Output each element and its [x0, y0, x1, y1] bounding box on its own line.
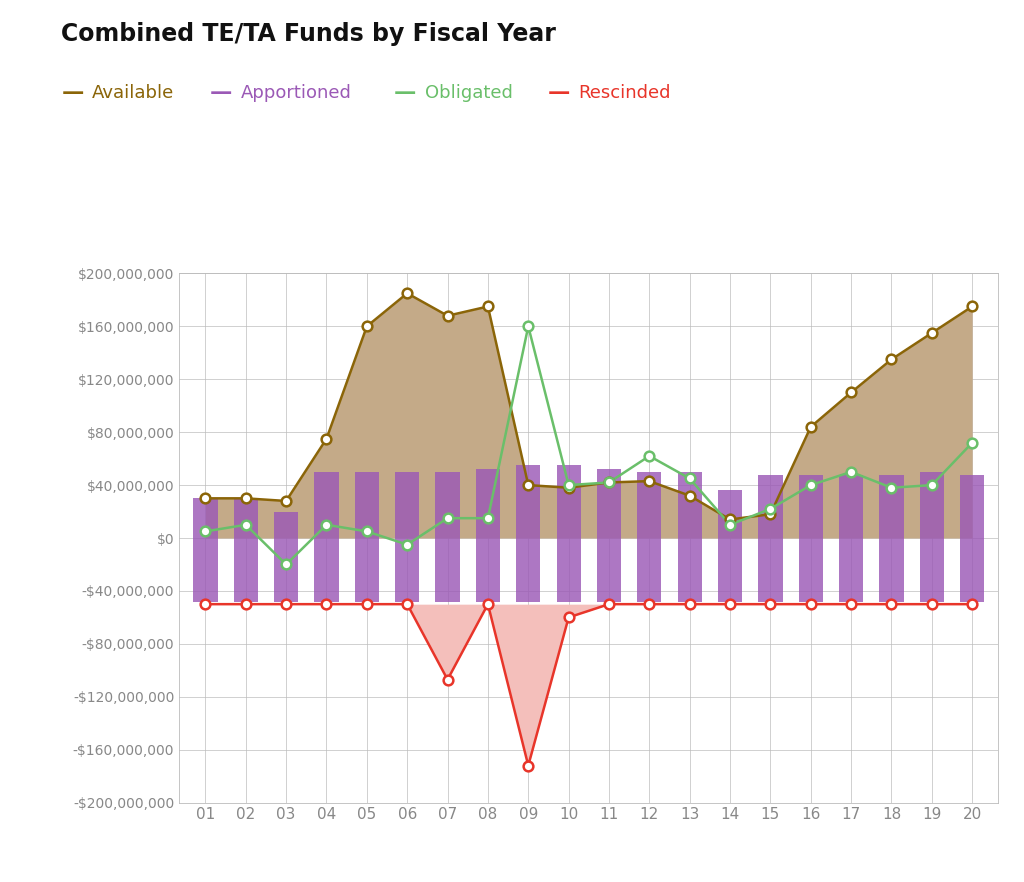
Bar	[476, 469, 500, 602]
Bar	[637, 472, 662, 602]
Bar	[233, 498, 258, 602]
Bar	[880, 475, 903, 602]
Text: Combined TE/TA Funds by Fiscal Year: Combined TE/TA Funds by Fiscal Year	[61, 22, 556, 46]
Bar	[274, 512, 298, 602]
Bar	[395, 472, 419, 602]
Bar	[920, 472, 944, 602]
Text: —: —	[394, 83, 417, 102]
Bar	[354, 472, 379, 602]
Bar	[961, 475, 984, 602]
Bar	[759, 475, 782, 602]
Bar	[435, 472, 460, 602]
Bar	[839, 475, 863, 602]
Bar	[516, 466, 541, 602]
Bar	[194, 498, 217, 602]
Bar	[678, 472, 701, 602]
Bar	[799, 475, 823, 602]
Bar	[314, 472, 339, 602]
Text: Obligated: Obligated	[425, 84, 513, 101]
Bar	[597, 469, 622, 602]
Text: Rescinded: Rescinded	[579, 84, 671, 101]
Bar	[556, 466, 581, 602]
Text: —: —	[548, 83, 570, 102]
Bar	[718, 490, 742, 602]
Text: Available: Available	[92, 84, 174, 101]
Text: —: —	[210, 83, 232, 102]
Text: Apportioned: Apportioned	[241, 84, 351, 101]
Text: —: —	[61, 83, 84, 102]
